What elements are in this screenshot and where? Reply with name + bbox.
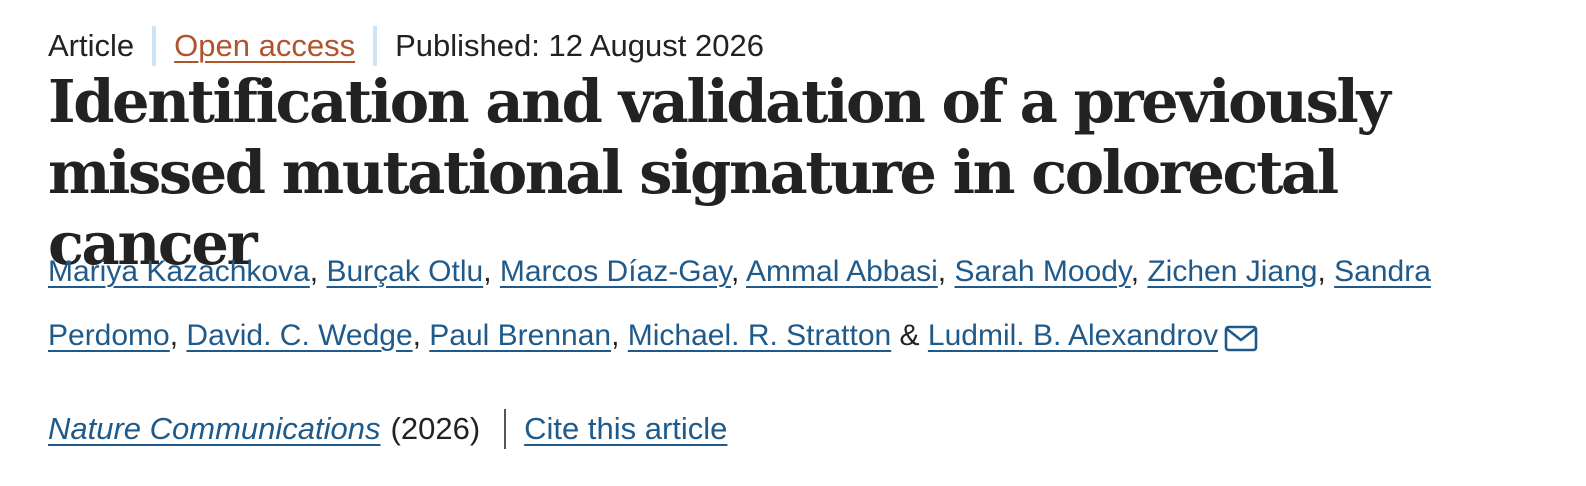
author-separator: , [483,255,500,288]
article-title: Identification and validation of a previ… [48,67,1391,278]
mail-icon[interactable] [1224,312,1258,352]
author-separator: , [731,255,747,288]
author-link-corresponding[interactable]: Ludmil. B. Alexandrov [927,319,1219,352]
author-link[interactable]: Ammal Abbasi [746,255,938,288]
author-link[interactable]: Marcos Díaz-Gay [499,255,732,288]
cite-this-article-link[interactable]: Cite this article [524,411,728,446]
author-link[interactable]: Michael. R. Stratton [627,319,892,352]
article-meta-bar: Article Open access Published: 12 August… [48,24,764,68]
author-link[interactable]: Zichen Jiang [1147,255,1318,288]
author-separator: , [169,319,187,352]
author-separator: , [412,319,430,352]
meta-divider [373,26,378,66]
author-separator: , [611,319,628,352]
journal-link[interactable]: Nature Communications [48,411,381,446]
author-separator: , [1130,255,1148,288]
open-access-link[interactable]: Open access [174,28,356,63]
author-link[interactable]: Burçak Otlu [326,255,484,288]
meta-divider [152,26,157,66]
envelope-icon-graphic [1224,325,1258,352]
author-separator: , [1317,255,1335,288]
author-link[interactable]: Paul Brennan [429,319,612,352]
author-last-separator: & [891,319,928,352]
author-list: Mariya Kazachkova, Burçak Otlu, Marcos D… [48,240,1558,368]
published-date: Published: 12 August 2026 [395,28,764,63]
author-link[interactable]: Sarah Moody [954,255,1131,288]
citation-divider [504,409,507,449]
author-separator: , [309,255,327,288]
author-link[interactable]: David. C. Wedge [186,319,413,352]
author-link[interactable]: Sandra Perdomo [48,255,1431,352]
author-separator: , [937,255,955,288]
publication-year: (2026) [390,411,481,446]
citation-line: Nature Communications (2026) Cite this a… [48,404,727,454]
article-type-label: Article [48,28,135,63]
author-link[interactable]: Mariya Kazachkova [48,255,310,288]
